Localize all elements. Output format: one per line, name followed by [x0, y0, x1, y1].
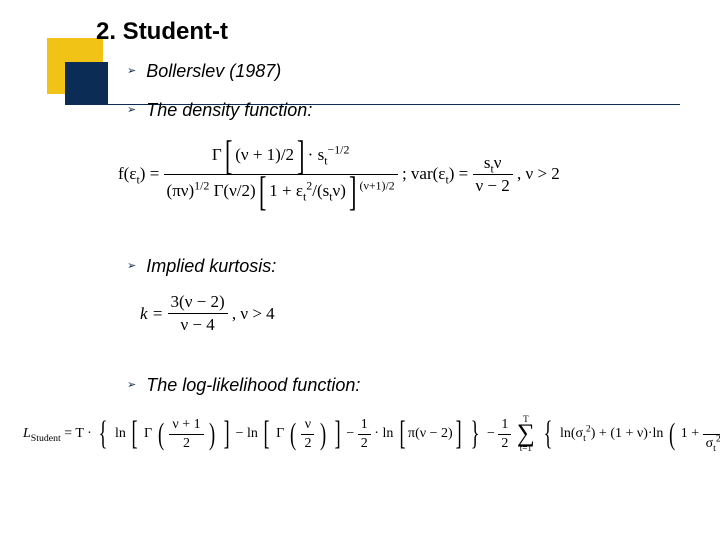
- bullet-bollerslev: ➢ Bollerslev (1987): [127, 61, 281, 82]
- bullet-marker-icon: ➢: [127, 375, 136, 395]
- bullet-text: Implied kurtosis:: [146, 256, 276, 277]
- bullet-text: The log-likelihood function:: [146, 375, 360, 396]
- bullet-density: ➢ The density function:: [127, 100, 312, 121]
- bullet-marker-icon: ➢: [127, 256, 136, 276]
- bullet-text: The density function:: [146, 100, 312, 121]
- bullet-marker-icon: ➢: [127, 100, 136, 120]
- bullet-text: Bollerslev (1987): [146, 61, 281, 82]
- accent-square-navy: [65, 62, 108, 105]
- formula-loglikelihood: LStudent = T · { ln [ Γ ( ν + 1 2 ) ] − …: [23, 415, 703, 485]
- bullet-kurtosis: ➢ Implied kurtosis:: [127, 256, 276, 277]
- formula-density: f(εt) = Γ[(ν + 1)/2]· st−1/2 (πν)1/2 Γ(ν…: [118, 140, 698, 220]
- sigma-icon: T ∑ t=1: [517, 415, 535, 453]
- formula-kurtosis: k = 3(ν − 2) ν − 4 , ν > 4: [140, 292, 400, 347]
- slide-title: 2. Student-t: [96, 18, 228, 46]
- bullet-loglik: ➢ The log-likelihood function:: [127, 375, 360, 396]
- bullet-marker-icon: ➢: [127, 61, 136, 81]
